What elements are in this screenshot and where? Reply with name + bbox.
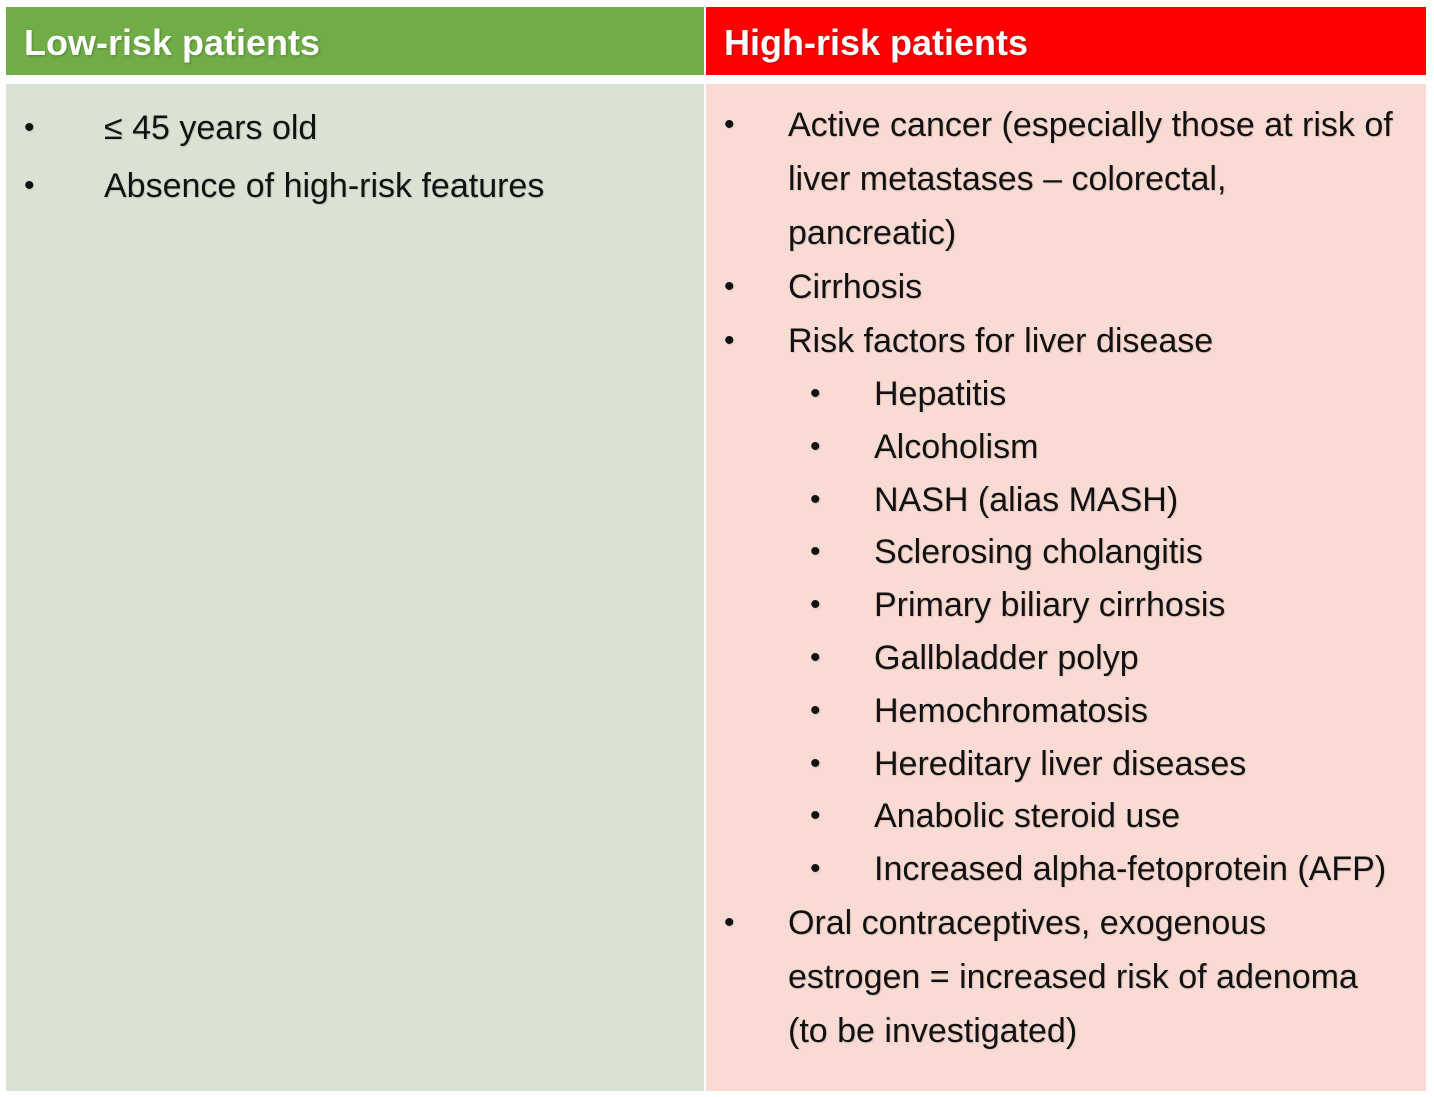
sub-list-item: • Gallbladder polyp xyxy=(810,632,1396,685)
sub-list-item-text: Alcoholism xyxy=(874,427,1039,466)
list-item-text: Active cancer (especially those at risk … xyxy=(788,106,1393,252)
high-risk-list: • Active cancer (especially those at ris… xyxy=(706,84,1426,1058)
list-item: • ≤ 45 years old xyxy=(24,99,704,157)
bullet-icon: • xyxy=(810,799,821,833)
sub-list-item: • Hemochromatosis xyxy=(810,685,1396,738)
bullet-icon: • xyxy=(724,108,735,141)
sub-list-item: • NASH (alias MASH) xyxy=(810,474,1396,527)
sub-list-item-text: NASH (alias MASH) xyxy=(874,480,1179,519)
list-item: • Absence of high-risk features xyxy=(24,157,704,215)
sub-list-item-text: Primary biliary cirrhosis xyxy=(874,586,1226,625)
risk-comparison-table: Low-risk patients High-risk patients • ≤… xyxy=(6,7,1426,1091)
list-item: • Risk factors for liver disease • Hepat… xyxy=(724,314,1426,896)
list-item: • Oral contraceptives, exogenous estroge… xyxy=(724,896,1426,1058)
sub-list-item-text: Anabolic steroid use xyxy=(874,797,1181,836)
bullet-icon: • xyxy=(810,429,821,463)
list-item-text: Risk factors for liver disease xyxy=(788,322,1214,360)
bullet-icon: • xyxy=(810,746,821,780)
bullet-icon: • xyxy=(810,535,821,569)
sub-list-item: • Primary biliary cirrhosis xyxy=(810,579,1396,632)
sub-list-item: • Hepatitis xyxy=(810,368,1396,421)
bullet-icon: • xyxy=(810,377,821,410)
sub-list-item: • Alcoholism xyxy=(810,421,1396,474)
low-risk-cell: • ≤ 45 years old • Absence of high-risk … xyxy=(6,84,704,1091)
low-risk-list: • ≤ 45 years old • Absence of high-risk … xyxy=(6,84,704,215)
liver-risk-sublist: • Hepatitis • Alcoholism • NASH (alias M… xyxy=(724,368,1396,896)
bullet-icon: • xyxy=(810,852,821,886)
sub-list-item: • Increased alpha-fetoprotein (AFP) xyxy=(810,843,1396,896)
sub-list-item-text: Gallbladder polyp xyxy=(874,638,1139,677)
list-item-text: Oral contraceptives, exogenous estrogen … xyxy=(788,903,1358,1050)
bullet-icon: • xyxy=(724,324,735,357)
sub-list-item: • Anabolic steroid use xyxy=(810,790,1396,843)
bullet-icon: • xyxy=(810,482,821,516)
bullet-icon: • xyxy=(810,588,821,622)
list-item: • Active cancer (especially those at ris… xyxy=(724,98,1426,260)
sub-list-item-text: Increased alpha-fetoprotein (AFP) xyxy=(874,850,1387,889)
sub-list-item-text: Hepatitis xyxy=(874,375,1007,413)
sub-list-item: • Sclerosing cholangitis xyxy=(810,526,1396,579)
bullet-icon: • xyxy=(24,169,35,202)
bullet-icon: • xyxy=(724,905,735,939)
list-item-text: ≤ 45 years old xyxy=(104,109,318,147)
sub-list-item-text: Hemochromatosis xyxy=(874,691,1148,730)
high-risk-cell: • Active cancer (especially those at ris… xyxy=(706,84,1426,1091)
bullet-icon: • xyxy=(24,111,35,144)
bullet-icon: • xyxy=(810,640,821,674)
list-item-text: Cirrhosis xyxy=(788,268,923,306)
list-item-text: Absence of high-risk features xyxy=(104,167,545,205)
bullet-icon: • xyxy=(810,693,821,727)
sub-list-item-text: Hereditary liver diseases xyxy=(874,744,1247,783)
low-risk-header: Low-risk patients xyxy=(6,7,704,75)
bullet-icon: • xyxy=(724,270,735,303)
sub-list-item: • Hereditary liver diseases xyxy=(810,738,1396,791)
list-item: • Cirrhosis xyxy=(724,260,1426,314)
high-risk-header: High-risk patients xyxy=(706,7,1426,75)
sub-list-item-text: Sclerosing cholangitis xyxy=(874,533,1203,572)
